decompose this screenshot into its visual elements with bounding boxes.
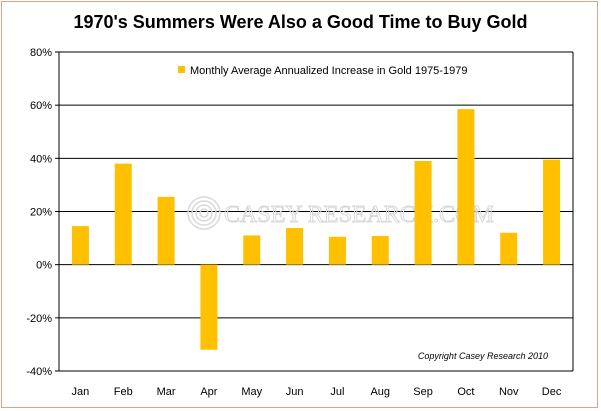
x-tick-label: Oct xyxy=(457,386,474,398)
y-tick-label: -20% xyxy=(26,313,52,325)
x-tick-label: Apr xyxy=(200,386,217,398)
bar-apr xyxy=(200,264,218,350)
copyright-annotation: Copyright Casey Research 2010 xyxy=(418,351,548,361)
watermark-logo-ring xyxy=(199,208,209,218)
x-tick-labels: Jan Feb Mar Apr May Jun Jul Aug Sep Oct Nov Dec xyxy=(72,386,562,398)
x-tick-label: Jan xyxy=(72,386,90,398)
watermark-text: CASEY RESEARCH.COM xyxy=(224,202,494,228)
bar-jul xyxy=(328,236,346,265)
bar-feb xyxy=(114,163,132,265)
watermark-logo-ring xyxy=(191,200,217,226)
legend: Monthly Average Annualized Increase in G… xyxy=(178,65,467,77)
axes xyxy=(55,51,574,372)
x-tick-label: Sep xyxy=(413,386,433,398)
y-tick-label: 40% xyxy=(30,153,52,165)
y-tick-label: 0% xyxy=(36,260,52,272)
bar-jan xyxy=(71,226,89,265)
x-tick-label: Dec xyxy=(542,386,562,398)
bar-sep xyxy=(414,160,432,265)
bar-oct xyxy=(457,109,475,265)
watermark-logo-ring xyxy=(187,196,221,230)
bar-dec xyxy=(543,159,561,265)
x-tick-label: Jun xyxy=(286,386,304,398)
bar-jun xyxy=(286,227,304,265)
bars xyxy=(71,109,561,350)
x-tick-label: Jul xyxy=(330,386,344,398)
bar-nov xyxy=(500,232,518,265)
x-tick-label: Aug xyxy=(370,386,390,398)
watermark-logo-ring xyxy=(195,204,213,222)
x-tick-label: Mar xyxy=(157,386,176,398)
x-tick-label: May xyxy=(241,386,262,398)
y-tick-label: 80% xyxy=(30,47,52,59)
legend-label: Monthly Average Annualized Increase in G… xyxy=(190,65,467,77)
chart-title: 1970's Summers Were Also a Good Time to … xyxy=(73,12,528,32)
bar-mar xyxy=(157,196,175,265)
bar-aug xyxy=(371,235,389,265)
x-tick-label: Feb xyxy=(114,386,133,398)
y-tick-label: -40% xyxy=(26,366,52,378)
y-tick-label: 20% xyxy=(30,207,52,219)
watermark: CASEY RESEARCH.COM xyxy=(187,196,494,230)
y-tick-labels: 80% 60% 40% 20% 0% -20% -40% xyxy=(26,47,52,378)
gridlines xyxy=(59,51,573,372)
bar-may xyxy=(243,235,261,265)
x-tick-label: Nov xyxy=(499,386,519,398)
y-tick-label: 60% xyxy=(30,100,52,112)
legend-swatch xyxy=(178,66,185,73)
